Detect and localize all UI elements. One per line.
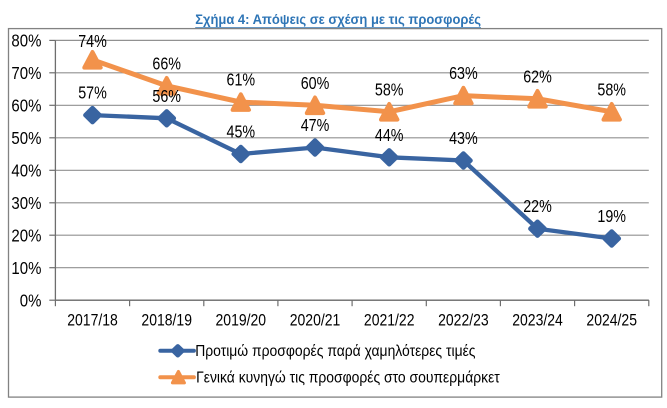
svg-text:70%: 70%	[11, 63, 41, 84]
svg-text:61%: 61%	[226, 71, 255, 89]
svg-text:2017/18: 2017/18	[67, 312, 118, 330]
svg-text:57%: 57%	[78, 84, 107, 102]
svg-text:80%: 80%	[11, 30, 41, 51]
svg-text:66%: 66%	[152, 55, 181, 73]
svg-text:58%: 58%	[375, 81, 404, 99]
svg-text:2023/24: 2023/24	[512, 312, 563, 330]
svg-text:43%: 43%	[449, 130, 478, 148]
svg-text:0%: 0%	[20, 290, 42, 311]
svg-text:Γενικά κυνηγώ τις προσφορές στ: Γενικά κυνηγώ τις προσφορές στο σουπερμά…	[196, 369, 500, 386]
svg-text:2018/19: 2018/19	[141, 312, 192, 330]
svg-text:40%: 40%	[11, 160, 41, 181]
svg-text:45%: 45%	[226, 123, 255, 141]
svg-text:30%: 30%	[11, 193, 41, 214]
svg-text:62%: 62%	[523, 68, 552, 86]
svg-text:60%: 60%	[11, 95, 41, 116]
svg-text:44%: 44%	[375, 127, 404, 145]
svg-text:58%: 58%	[597, 81, 626, 99]
svg-text:10%: 10%	[11, 258, 41, 279]
svg-text:Σχήμα 4: Απόψεις σε σχέση με τ: Σχήμα 4: Απόψεις σε σχέση με τις προσφορ…	[195, 12, 481, 27]
svg-text:19%: 19%	[597, 208, 626, 226]
svg-text:2021/22: 2021/22	[364, 312, 415, 330]
svg-text:Προτιμώ προσφορές παρά χαμηλότ: Προτιμώ προσφορές παρά χαμηλότερες τιμές	[195, 343, 475, 360]
svg-text:22%: 22%	[523, 198, 552, 216]
svg-text:2024/25: 2024/25	[586, 312, 637, 330]
svg-text:63%: 63%	[449, 65, 478, 83]
svg-text:60%: 60%	[301, 75, 330, 93]
svg-text:20%: 20%	[11, 225, 41, 246]
svg-text:2019/20: 2019/20	[216, 312, 267, 330]
svg-text:56%: 56%	[152, 88, 181, 106]
svg-text:47%: 47%	[301, 117, 330, 135]
svg-text:2020/21: 2020/21	[290, 312, 341, 330]
svg-text:2022/23: 2022/23	[438, 312, 489, 330]
svg-text:50%: 50%	[11, 128, 41, 149]
svg-text:74%: 74%	[78, 33, 107, 51]
